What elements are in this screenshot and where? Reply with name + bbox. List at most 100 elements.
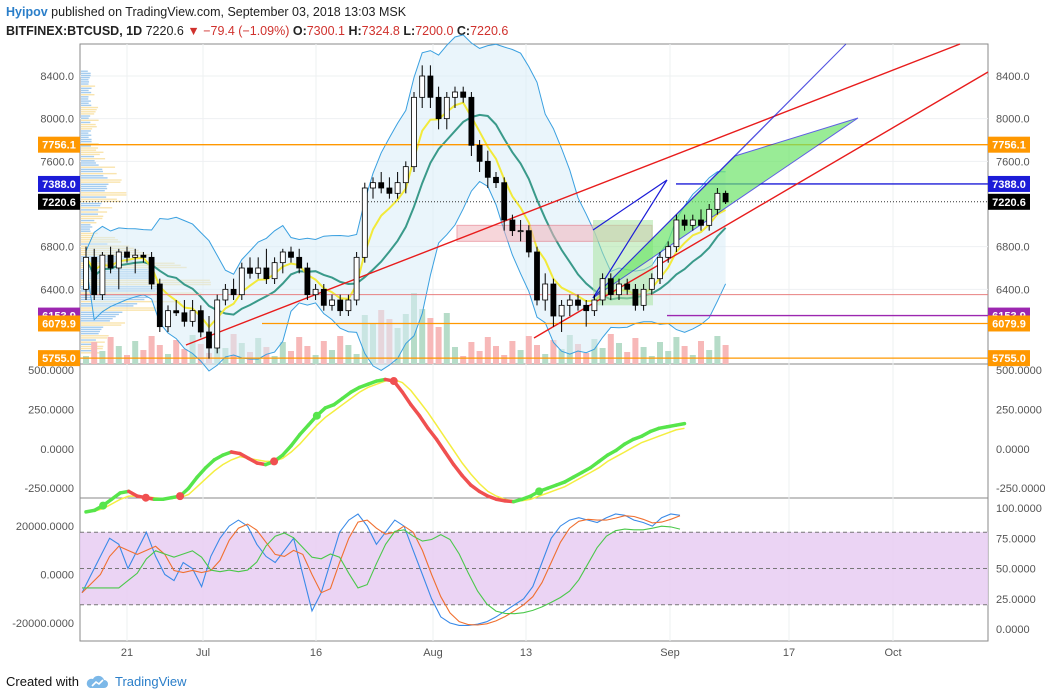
candle-body bbox=[338, 300, 343, 311]
candle-body bbox=[207, 332, 212, 348]
price-label-right: 5755.0 bbox=[992, 353, 1026, 365]
profile-bar bbox=[81, 324, 121, 325]
profile-bar bbox=[81, 211, 107, 212]
x-tick-label: Jul bbox=[196, 647, 210, 659]
price-label-left: 7220.6 bbox=[42, 197, 76, 209]
volume-bar bbox=[321, 341, 327, 364]
volume-bar bbox=[616, 343, 622, 364]
volume-bar bbox=[124, 355, 130, 364]
price-label-left: 5755.0 bbox=[42, 353, 76, 365]
candle-body bbox=[592, 300, 597, 311]
profile-bar bbox=[81, 96, 89, 97]
profile-bar bbox=[81, 109, 97, 110]
macd-segment bbox=[454, 465, 463, 476]
profile-bar bbox=[81, 137, 89, 138]
volume-bar bbox=[313, 355, 319, 364]
x-tick-label: 16 bbox=[310, 647, 322, 659]
cross-dot bbox=[390, 377, 398, 385]
profile-bar bbox=[81, 205, 100, 206]
x-tick-label: Aug bbox=[423, 647, 443, 659]
candle-body bbox=[453, 92, 458, 97]
price-label-right: 7220.6 bbox=[992, 197, 1026, 209]
stoch-tick-left: 0.0000 bbox=[40, 570, 74, 582]
candle-body bbox=[362, 188, 367, 257]
candle-body bbox=[658, 257, 663, 278]
profile-bar bbox=[81, 216, 103, 217]
profile-bar bbox=[81, 203, 101, 204]
profile-bar bbox=[81, 107, 98, 108]
candle-body bbox=[510, 220, 515, 231]
candle-body bbox=[395, 183, 400, 194]
macd-segment bbox=[197, 468, 206, 477]
volume-bar bbox=[165, 354, 171, 364]
candle-body bbox=[280, 252, 285, 263]
profile-bar bbox=[81, 175, 103, 176]
volume-bar bbox=[108, 337, 114, 364]
candle-body bbox=[608, 279, 613, 295]
profile-bar bbox=[81, 132, 88, 133]
profile-bar bbox=[81, 228, 90, 229]
tradingview-link[interactable]: TradingView bbox=[115, 674, 187, 689]
macd-segment bbox=[189, 477, 198, 488]
profile-bar bbox=[81, 186, 107, 187]
candle-body bbox=[116, 252, 121, 268]
profile-bar bbox=[81, 77, 90, 78]
cross-dot bbox=[270, 457, 278, 465]
candle-body bbox=[239, 268, 244, 295]
volume-bar bbox=[460, 356, 466, 364]
volume-bar bbox=[444, 313, 450, 364]
cross-dot bbox=[142, 494, 150, 502]
price-label-right: 7388.0 bbox=[992, 179, 1026, 191]
price-label-right: 7756.1 bbox=[992, 140, 1026, 152]
x-tick-label: Oct bbox=[884, 647, 901, 659]
volume-bar bbox=[280, 342, 286, 364]
candle-body bbox=[682, 220, 687, 225]
profile-bar bbox=[81, 71, 88, 72]
profile-bar bbox=[81, 154, 100, 155]
volume-bar bbox=[493, 346, 499, 364]
candle-body bbox=[674, 220, 679, 247]
profile-bar bbox=[81, 339, 96, 340]
candle-body bbox=[526, 231, 531, 252]
profile-bar bbox=[81, 207, 112, 208]
profile-bar bbox=[81, 147, 98, 148]
candle-body bbox=[535, 252, 540, 300]
candle-body bbox=[412, 97, 417, 166]
profile-bar bbox=[81, 226, 92, 227]
candle-body bbox=[690, 220, 695, 225]
candle-body bbox=[133, 255, 138, 257]
signal-line bbox=[86, 380, 685, 512]
osc-tick-label: 0.0000 bbox=[40, 444, 74, 456]
candle-body bbox=[256, 268, 261, 273]
profile-bar bbox=[81, 190, 105, 191]
profile-bar bbox=[81, 156, 94, 157]
profile-bar bbox=[81, 318, 113, 319]
stoch-tick-left: 20000.0000 bbox=[16, 521, 74, 533]
candle-body bbox=[633, 289, 638, 305]
profile-bar bbox=[81, 327, 103, 328]
volume-bar bbox=[698, 341, 704, 364]
profile-bar bbox=[81, 90, 89, 91]
cross-dot bbox=[313, 412, 321, 420]
candle-body bbox=[92, 257, 97, 294]
candle-body bbox=[444, 97, 449, 118]
volume-bar bbox=[181, 349, 187, 364]
profile-bar bbox=[81, 103, 89, 104]
y-tick-label: 6400.0 bbox=[40, 284, 74, 296]
x-tick-label: Sep bbox=[660, 647, 680, 659]
candle-body bbox=[141, 255, 146, 257]
volume-bar bbox=[657, 342, 663, 364]
volume-bar bbox=[304, 346, 310, 364]
price-label-left: 7756.1 bbox=[42, 140, 76, 152]
stoch-tick-right: 100.0000 bbox=[996, 503, 1042, 515]
x-tick-label: 17 bbox=[783, 647, 795, 659]
volume-bar bbox=[641, 347, 647, 364]
candle-body bbox=[182, 313, 187, 322]
volume-bar bbox=[91, 342, 97, 364]
profile-bar bbox=[81, 218, 102, 219]
profile-bar bbox=[81, 117, 89, 118]
profile-bar bbox=[81, 213, 98, 214]
profile-bar bbox=[81, 115, 90, 116]
profile-bar bbox=[81, 158, 105, 159]
